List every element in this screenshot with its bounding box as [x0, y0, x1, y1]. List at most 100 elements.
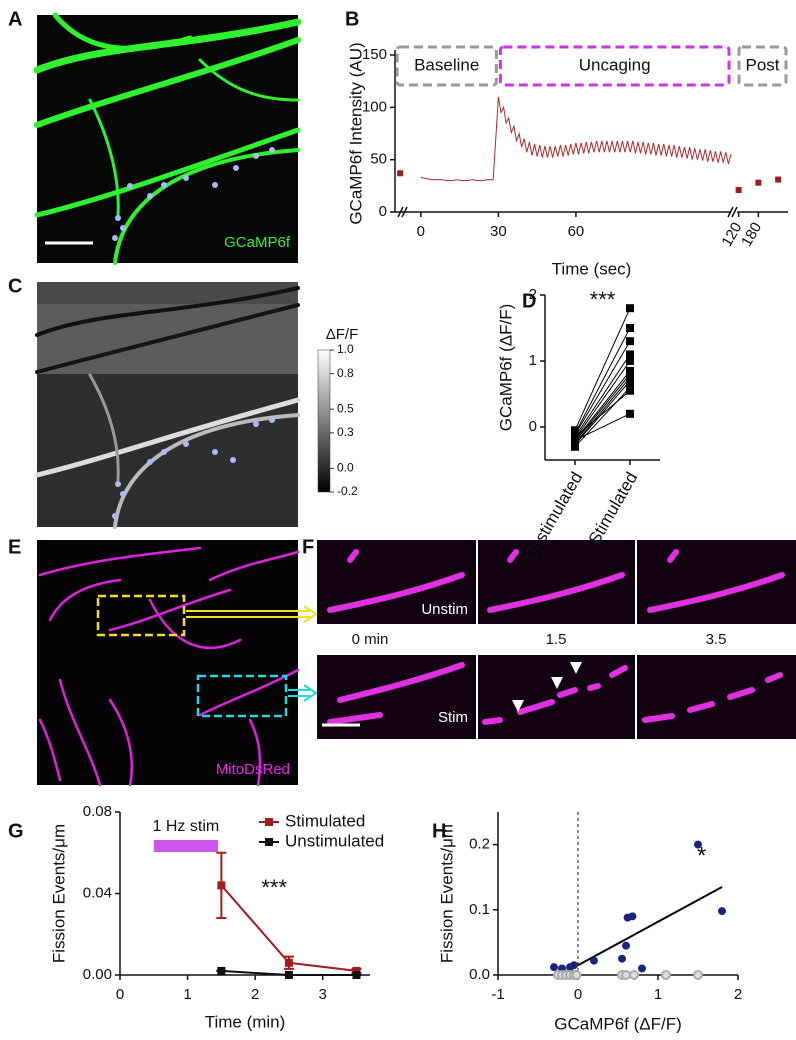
marker — [626, 376, 634, 385]
x-tick-label: 60 — [568, 223, 585, 240]
row-label: Stim — [438, 709, 468, 726]
phase-box — [737, 45, 788, 87]
legend-marker — [265, 818, 273, 826]
axis-break — [397, 206, 408, 218]
panel-label: E — [8, 536, 21, 558]
pair-line — [574, 340, 631, 436]
y-axis-label: GCaMP6f Intensity (AU) — [346, 42, 365, 224]
panel-label: G — [8, 820, 24, 842]
image-e: MitoDsRed — [37, 540, 318, 787]
point — [621, 970, 631, 980]
point — [570, 961, 578, 970]
y-tick-label: 0.0 — [469, 966, 490, 983]
fit-line — [577, 886, 723, 967]
pair-line — [574, 373, 631, 442]
y-tick-label: 2 — [529, 286, 537, 303]
x-tick-label: 0 — [417, 223, 425, 240]
marker — [352, 971, 361, 979]
time-label: 3.5 — [706, 631, 727, 648]
colorbar-tick-label: 0.8 — [337, 366, 354, 380]
time-label: 1.5 — [546, 631, 567, 648]
roi-box — [96, 594, 186, 637]
point — [628, 912, 637, 921]
panel-label: F — [302, 536, 314, 558]
marker — [571, 442, 579, 451]
point — [590, 956, 598, 965]
x-tick-label: 0 — [116, 986, 124, 1003]
point — [550, 963, 558, 972]
x-tick-label: 2 — [251, 986, 259, 1003]
y-tick-label: 100 — [362, 98, 387, 115]
roi-box — [196, 674, 288, 718]
marker — [626, 386, 634, 395]
point — [718, 907, 726, 916]
pair-line — [574, 387, 631, 448]
marker — [352, 966, 361, 975]
x-tick-label: 0 — [574, 986, 582, 1003]
x-tick-label: -1 — [491, 986, 504, 1003]
axis-break — [727, 206, 738, 218]
marker — [217, 881, 226, 890]
y-tick-label: 0 — [379, 203, 387, 220]
panel-label: A — [8, 8, 22, 30]
x-tick-label: 180 — [738, 219, 765, 249]
pair-line — [574, 307, 631, 431]
panel-label: H — [432, 820, 446, 842]
x-axis-label: GCaMP6f (ΔF/F) — [554, 1014, 682, 1033]
panel-label: D — [522, 290, 536, 312]
pair-line — [574, 377, 631, 444]
point — [622, 941, 630, 950]
pair-line — [574, 354, 631, 438]
image-c: ΔF/F — [34, 282, 359, 529]
x-tick-label: 1 — [654, 986, 662, 1003]
fission-arrowheads — [512, 662, 582, 712]
panel-label: B — [345, 8, 359, 30]
row-label: Unstim — [421, 601, 468, 618]
image-f: Unstim Stim 0 min 1.5 3.5 — [317, 540, 796, 739]
image-a: GCaMP6f — [33, 12, 302, 265]
marker — [755, 179, 762, 186]
x-tick-label: 3 — [319, 986, 327, 1003]
point — [694, 840, 702, 849]
uncaging-spots — [112, 417, 275, 519]
annotation: * — [697, 842, 706, 869]
roi-arrow — [288, 684, 318, 702]
phase-box — [498, 45, 731, 87]
y-axis-label: GCaMP6f (ΔF/F) — [496, 304, 515, 432]
stim-bar — [153, 840, 218, 852]
image-label: GCaMP6f — [224, 234, 291, 251]
pair-line — [574, 327, 631, 434]
point — [693, 970, 703, 980]
y-tick-label: 1 — [529, 352, 537, 369]
point — [571, 970, 582, 980]
stim-label: 1 Hz stim — [153, 818, 220, 835]
annotation: *** — [261, 875, 287, 900]
marker — [397, 170, 404, 177]
marker — [775, 176, 782, 183]
legend-marker — [265, 838, 273, 846]
x-axis-label: Time (min) — [205, 1012, 286, 1031]
trace — [420, 96, 732, 182]
marker — [626, 409, 634, 418]
pair-line — [574, 360, 631, 440]
colorbar-tick-label: -0.2 — [337, 484, 358, 498]
marker — [626, 350, 634, 359]
colorbar-tick-label: 1.0 — [337, 342, 354, 356]
marker — [626, 324, 634, 332]
y-tick-label: 0 — [529, 418, 537, 435]
marker — [284, 958, 293, 967]
colorbar-title: ΔF/F — [326, 326, 359, 343]
point — [629, 970, 639, 980]
y-tick-label: 50 — [370, 151, 387, 168]
marker — [735, 187, 742, 194]
tiles — [317, 540, 796, 739]
x-tick-label: 2 — [734, 986, 742, 1003]
phase-label: Uncaging — [579, 55, 651, 74]
image-region — [37, 282, 298, 304]
y-tick-label: 0.2 — [469, 836, 490, 853]
uncaging-spots — [112, 147, 275, 241]
image-label: MitoDsRed — [216, 761, 290, 778]
y-tick-label: 0.04 — [83, 884, 112, 901]
x-tick-label: 1 — [183, 986, 191, 1003]
